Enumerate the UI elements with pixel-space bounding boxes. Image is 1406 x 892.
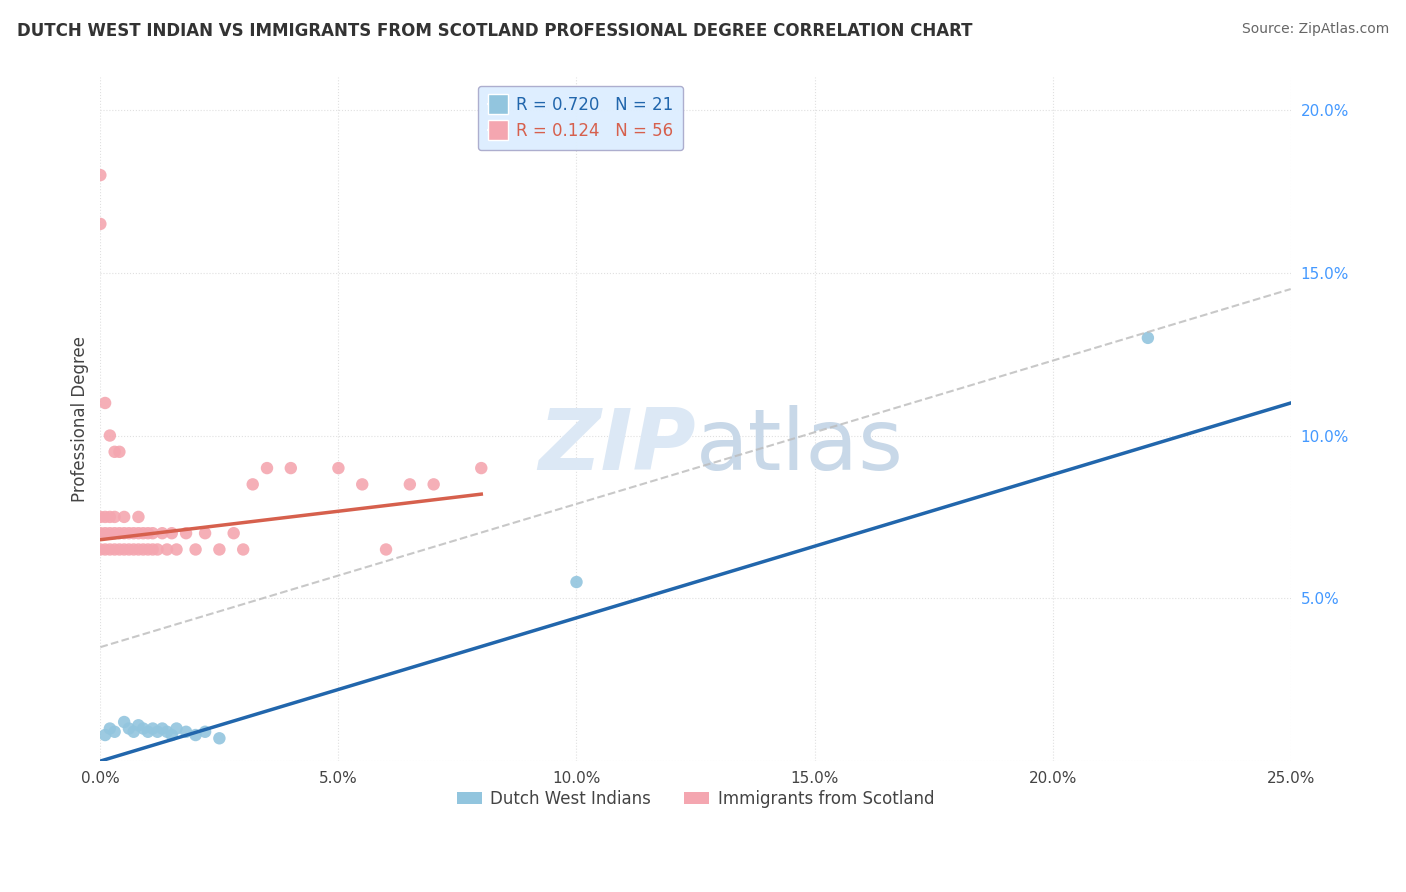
Point bbox=[89, 526, 111, 541]
Point bbox=[166, 722, 188, 736]
Point bbox=[328, 461, 350, 475]
Point bbox=[184, 542, 207, 557]
Point bbox=[127, 510, 149, 524]
Point bbox=[89, 510, 111, 524]
Point bbox=[1136, 331, 1159, 345]
Point bbox=[156, 724, 179, 739]
Point bbox=[208, 731, 231, 746]
Point bbox=[136, 542, 159, 557]
Point bbox=[127, 526, 149, 541]
Point bbox=[108, 526, 131, 541]
Point bbox=[112, 526, 135, 541]
Text: Source: ZipAtlas.com: Source: ZipAtlas.com bbox=[1241, 22, 1389, 37]
Point bbox=[136, 526, 159, 541]
Point bbox=[104, 526, 127, 541]
Point bbox=[242, 477, 264, 491]
Point bbox=[132, 722, 155, 736]
Point bbox=[256, 461, 278, 475]
Point bbox=[118, 542, 141, 557]
Point bbox=[160, 526, 183, 541]
Point bbox=[150, 722, 173, 736]
Point bbox=[146, 542, 169, 557]
Point bbox=[98, 722, 121, 736]
Point bbox=[565, 574, 588, 589]
Point bbox=[89, 217, 111, 231]
Point bbox=[118, 526, 141, 541]
Point bbox=[280, 461, 302, 475]
Point bbox=[136, 724, 159, 739]
Point bbox=[122, 724, 145, 739]
Legend: Dutch West Indians, Immigrants from Scotland: Dutch West Indians, Immigrants from Scot… bbox=[450, 783, 941, 814]
Point bbox=[142, 722, 165, 736]
Point bbox=[470, 461, 492, 475]
Point bbox=[104, 724, 127, 739]
Point bbox=[132, 526, 155, 541]
Point bbox=[146, 724, 169, 739]
Point bbox=[194, 526, 217, 541]
Point bbox=[150, 526, 173, 541]
Point bbox=[94, 510, 117, 524]
Point bbox=[375, 542, 398, 557]
Point bbox=[232, 542, 254, 557]
Point bbox=[194, 724, 217, 739]
Point bbox=[160, 728, 183, 742]
Point bbox=[166, 542, 188, 557]
Point bbox=[94, 542, 117, 557]
Point bbox=[352, 477, 374, 491]
Point bbox=[94, 728, 117, 742]
Point bbox=[112, 542, 135, 557]
Point bbox=[118, 722, 141, 736]
Point bbox=[104, 510, 127, 524]
Point bbox=[112, 510, 135, 524]
Point bbox=[104, 542, 127, 557]
Point bbox=[122, 542, 145, 557]
Point bbox=[127, 718, 149, 732]
Point bbox=[127, 542, 149, 557]
Point bbox=[208, 542, 231, 557]
Point bbox=[98, 510, 121, 524]
Point bbox=[174, 724, 197, 739]
Text: atlas: atlas bbox=[696, 405, 904, 488]
Point bbox=[398, 477, 420, 491]
Text: ZIP: ZIP bbox=[538, 405, 696, 488]
Point bbox=[174, 526, 197, 541]
Point bbox=[132, 542, 155, 557]
Point bbox=[108, 542, 131, 557]
Point bbox=[89, 542, 111, 557]
Point bbox=[108, 445, 131, 459]
Text: DUTCH WEST INDIAN VS IMMIGRANTS FROM SCOTLAND PROFESSIONAL DEGREE CORRELATION CH: DUTCH WEST INDIAN VS IMMIGRANTS FROM SCO… bbox=[17, 22, 973, 40]
Y-axis label: Professional Degree: Professional Degree bbox=[72, 336, 89, 502]
Point bbox=[142, 542, 165, 557]
Point bbox=[112, 714, 135, 729]
Point bbox=[104, 445, 127, 459]
Point bbox=[422, 477, 444, 491]
Point bbox=[222, 526, 245, 541]
Point bbox=[94, 396, 117, 410]
Point bbox=[156, 542, 179, 557]
Point bbox=[98, 542, 121, 557]
Point bbox=[98, 428, 121, 442]
Point bbox=[142, 526, 165, 541]
Point bbox=[122, 526, 145, 541]
Point bbox=[98, 526, 121, 541]
Point bbox=[94, 526, 117, 541]
Point bbox=[184, 728, 207, 742]
Point bbox=[89, 168, 111, 182]
